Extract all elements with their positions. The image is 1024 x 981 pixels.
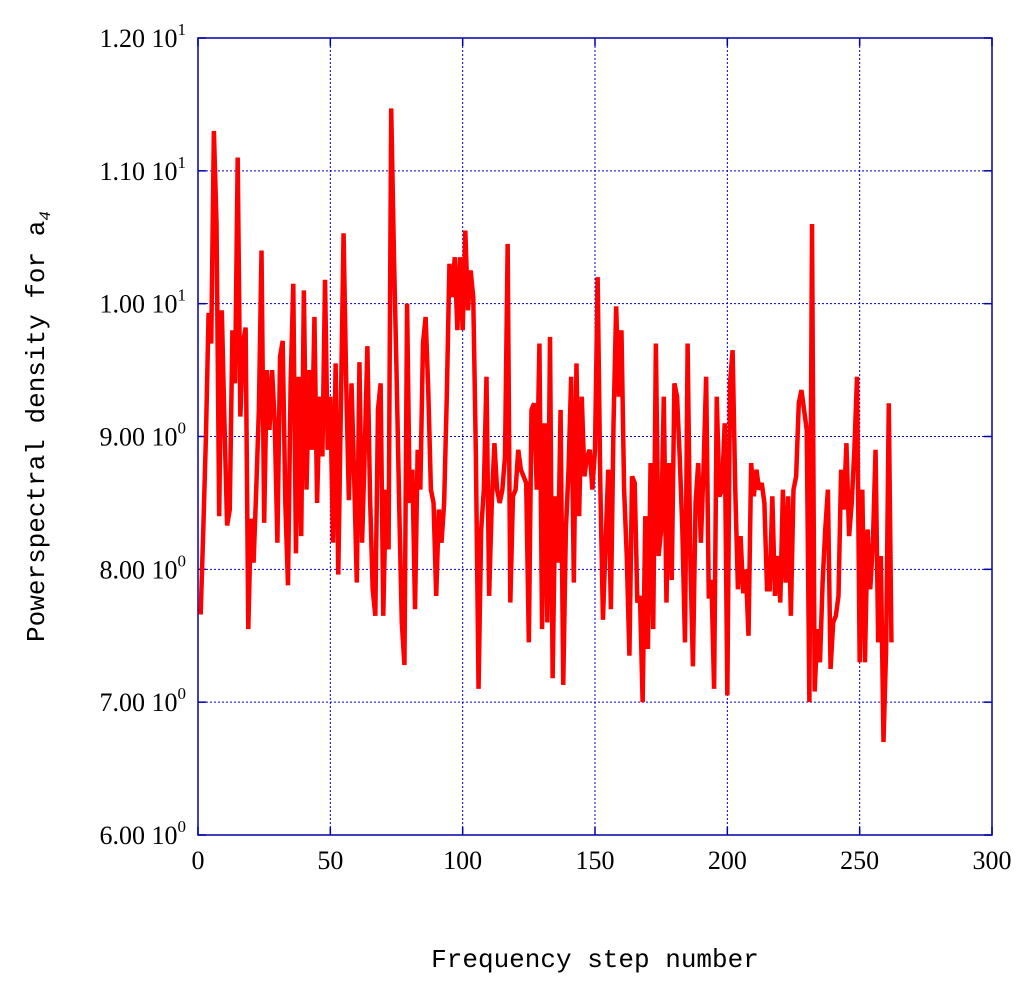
y-tick-label: 1.10 101 — [100, 153, 187, 186]
y-axis-title: Powerspectral density for a4 — [22, 211, 55, 642]
series-layer — [198, 108, 894, 743]
x-tick-label: 150 — [576, 846, 615, 875]
series-line-0 — [198, 108, 894, 743]
x-tick-labels: 0 50 100 150 200 250 300 — [192, 846, 1012, 875]
x-axis-title-text: Frequency step number — [431, 945, 759, 975]
y-tick-label: 7.00 100 — [100, 684, 187, 717]
y-tick-label: 1.20 101 — [100, 20, 187, 53]
x-tick-label: 50 — [317, 846, 343, 875]
x-tick-label: 250 — [840, 846, 879, 875]
y-tick-label: 6.00 100 — [100, 817, 187, 850]
y-axis-title-text: Powerspectral density for a — [22, 221, 52, 642]
y-tick-label: 8.00 100 — [100, 551, 187, 584]
x-axis-title: Frequency step number — [431, 945, 759, 975]
y-tick-label: 9.00 100 — [100, 419, 187, 452]
y-tick-label: 1.00 101 — [100, 286, 187, 319]
y-tick-labels: 6.00 100 7.00 100 8.00 100 9.00 100 1.00 101… — [100, 20, 187, 850]
x-tick-label: 100 — [443, 846, 482, 875]
x-tick-label: 300 — [973, 846, 1012, 875]
x-tick-label: 200 — [708, 846, 747, 875]
x-tick-label: 0 — [192, 846, 205, 875]
y-axis-title-subscript: 4 — [37, 211, 55, 221]
